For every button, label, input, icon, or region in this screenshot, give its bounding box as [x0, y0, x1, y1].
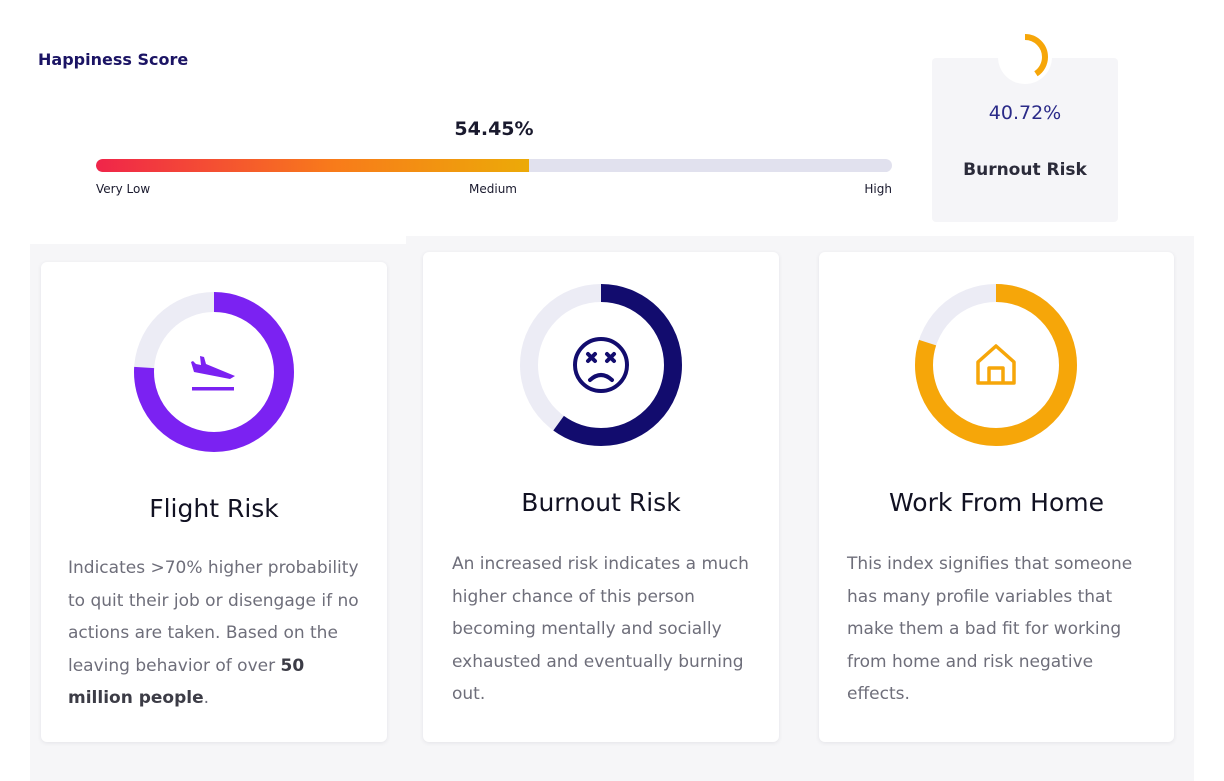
- work-from-home-card[interactable]: Work From Home This index signifies that…: [819, 252, 1174, 742]
- happiness-score-title: Happiness Score: [38, 50, 189, 69]
- scale-label-high: High: [864, 182, 892, 196]
- work-from-home-arc: [915, 284, 1077, 446]
- flight-risk-description-text: Indicates >70% higher probability to qui…: [68, 558, 359, 676]
- home-icon: [976, 344, 1016, 385]
- burnout-summary-donut: [998, 30, 1052, 84]
- flight-risk-donut: [134, 292, 294, 452]
- flight-risk-description-bold: 50 million people: [68, 655, 305, 709]
- work-from-home-title: Work From Home: [889, 488, 1104, 517]
- scale-label-very-low: Very Low: [96, 182, 151, 196]
- happiness-scale-bar: [96, 159, 892, 172]
- scale-label-medium: Medium: [469, 182, 517, 196]
- airplane-departure-icon: [191, 356, 235, 391]
- flight-risk-description-end: .: [203, 688, 210, 708]
- flight-risk-title: Flight Risk: [149, 494, 279, 523]
- flight-risk-arc: [134, 292, 294, 452]
- burnout-summary-value: 40.72%: [988, 102, 1062, 124]
- dizzy-face-icon: [573, 337, 629, 393]
- flight-risk-description: Indicates >70% higher probability to qui…: [68, 552, 368, 715]
- burnout-risk-donut: [520, 284, 682, 446]
- happiness-score-value: 54.45%: [454, 118, 534, 140]
- burnout-risk-arc: [520, 284, 682, 446]
- burnout-risk-card[interactable]: Burnout Risk An increased risk indicates…: [423, 252, 779, 742]
- burnout-summary-card[interactable]: [932, 58, 1118, 222]
- burnout-risk-description: An increased risk indicates a much highe…: [452, 554, 749, 704]
- work-from-home-description: This index signifies that someone has ma…: [847, 554, 1133, 704]
- burnout-summary-arc: [1002, 34, 1048, 80]
- flight-risk-card[interactable]: Flight Risk Indicates >70% higher probab…: [41, 262, 387, 742]
- burnout-summary-label: Burnout Risk: [963, 160, 1087, 180]
- work-from-home-donut: [915, 284, 1077, 446]
- happiness-scale-fill: [96, 159, 530, 172]
- burnout-risk-title: Burnout Risk: [521, 488, 681, 517]
